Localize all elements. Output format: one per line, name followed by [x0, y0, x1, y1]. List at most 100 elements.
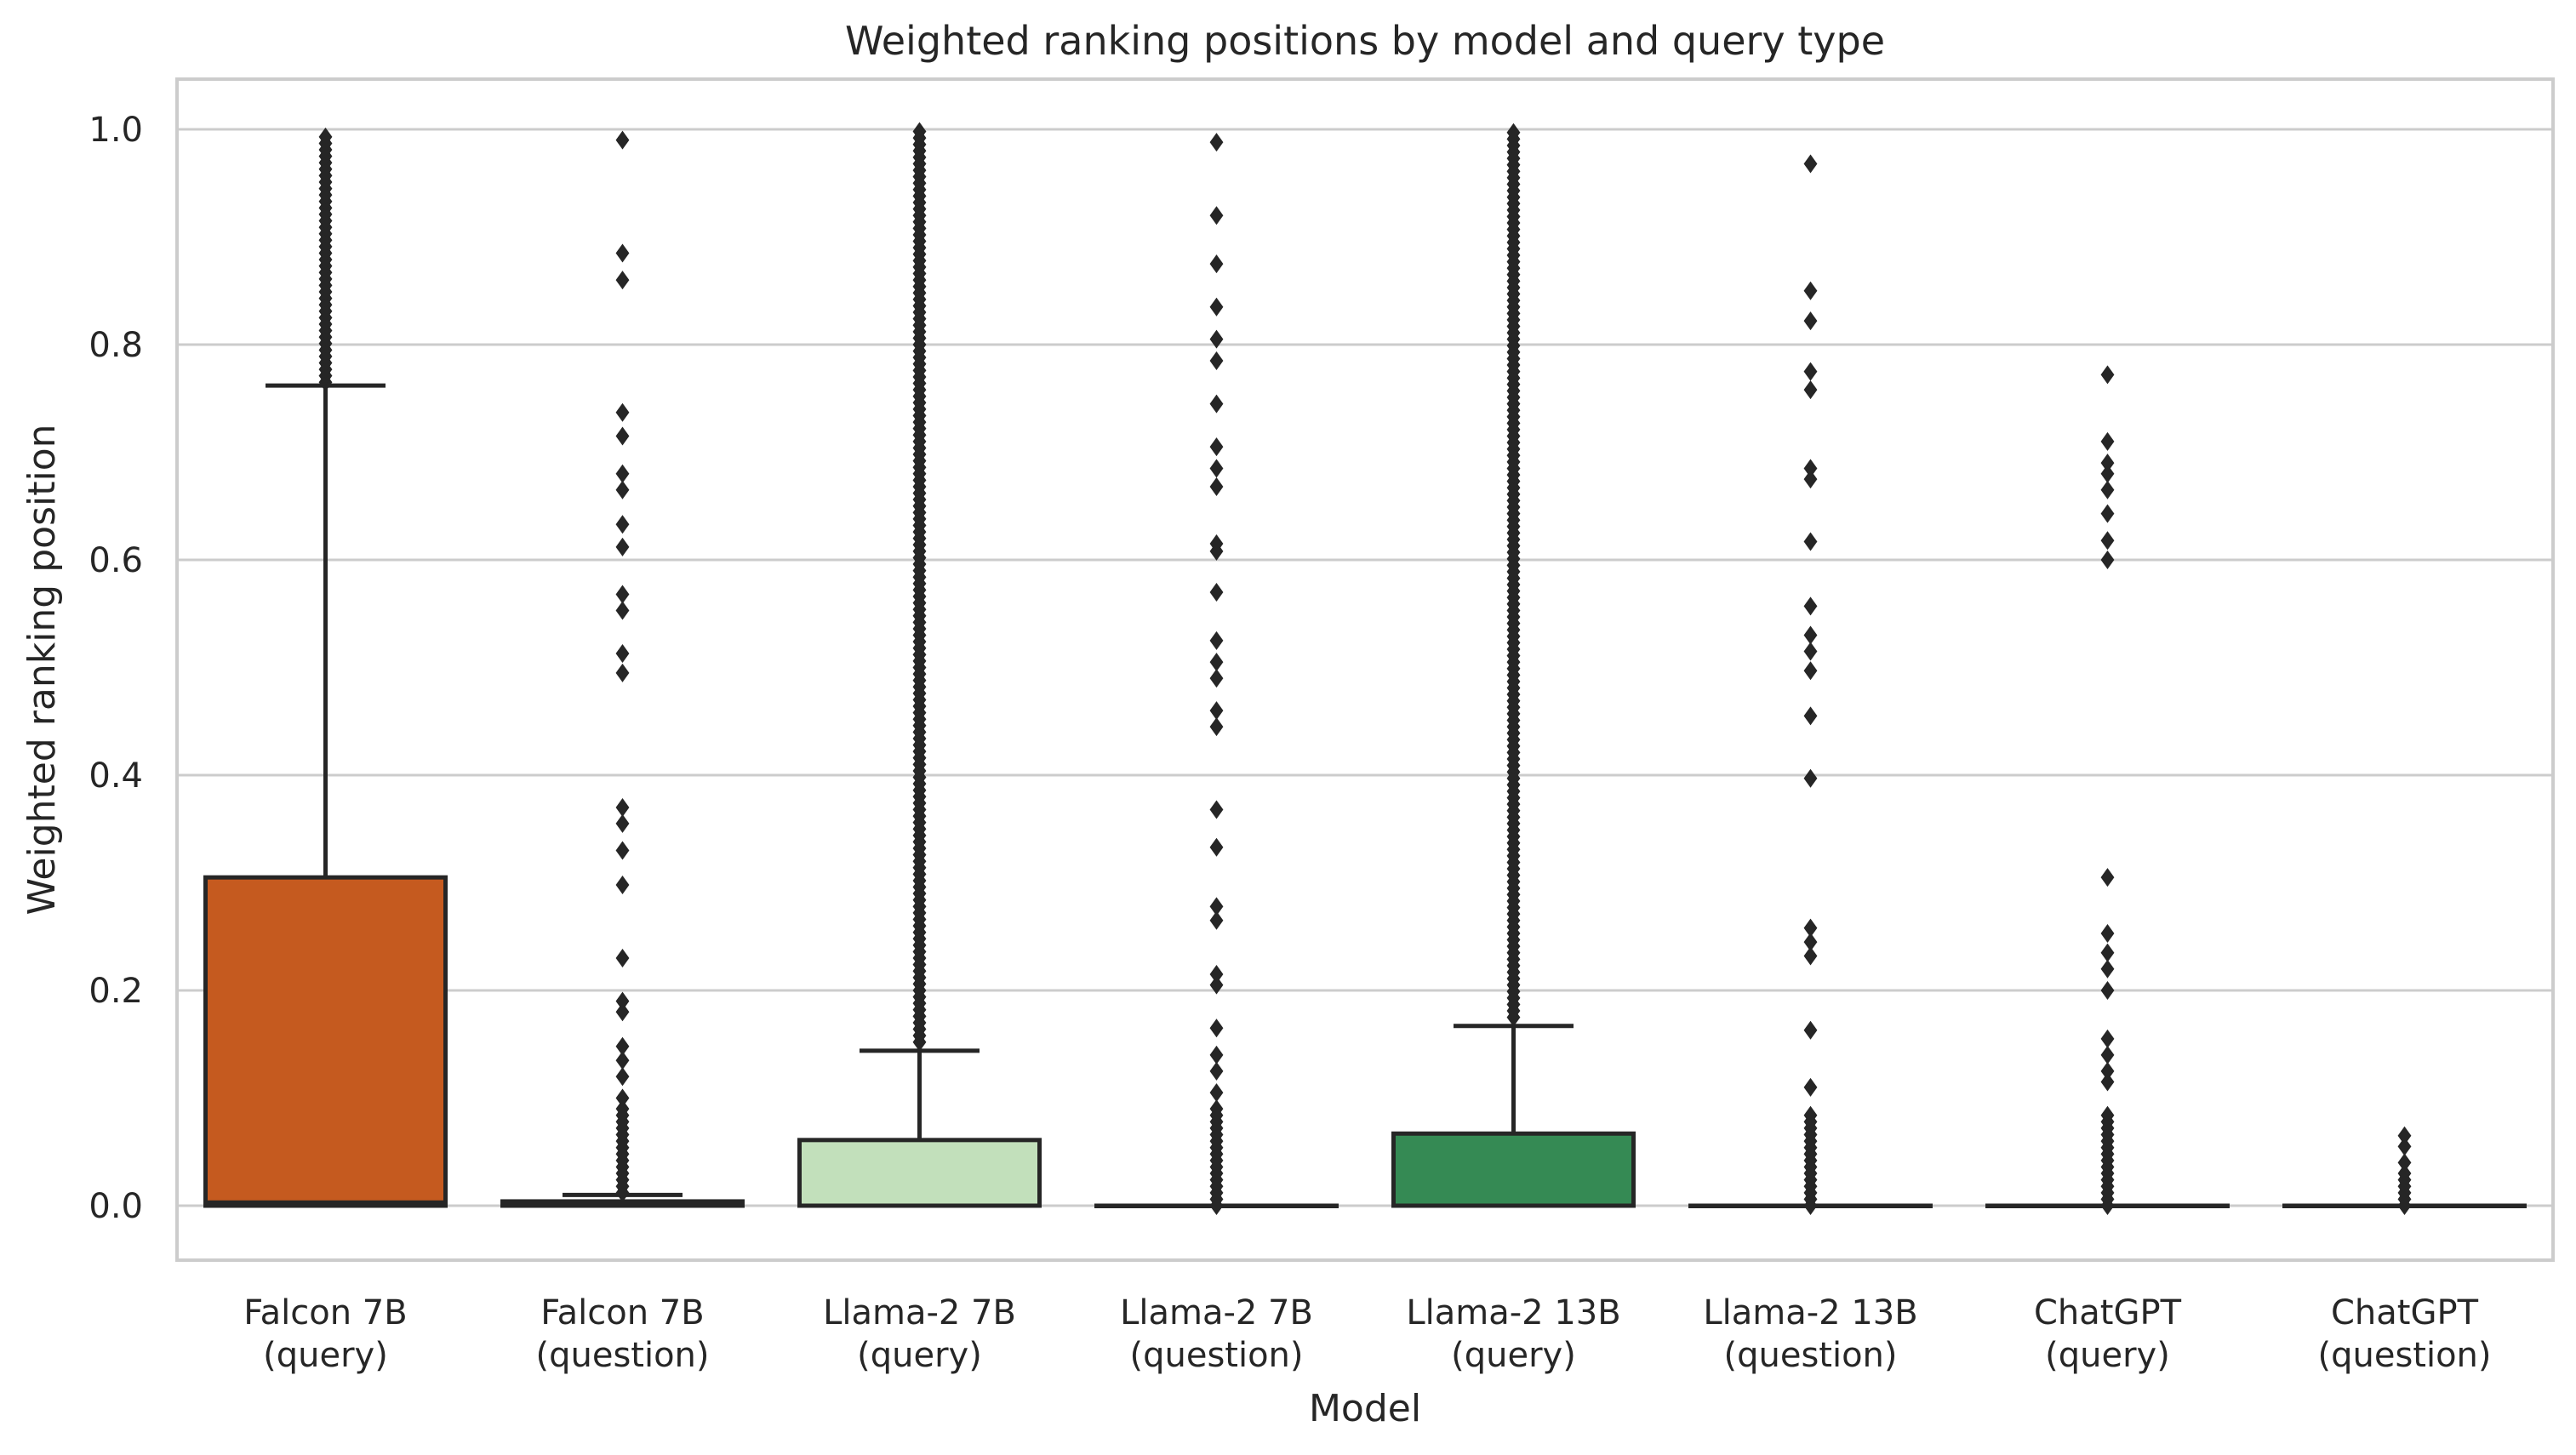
outlier-point	[1209, 717, 1224, 737]
y-axis-title: Weighted ranking position	[20, 424, 64, 915]
outlier-point	[1209, 541, 1224, 561]
box-group	[797, 122, 1042, 1208]
outlier-point	[2100, 868, 2115, 887]
y-tick-label: 0.0	[89, 1187, 143, 1226]
outlier-point	[912, 122, 927, 141]
iqr-box	[203, 875, 448, 1208]
outlier-point	[615, 1002, 630, 1022]
x-tick-sublabel: (query)	[857, 1336, 982, 1375]
outlier-point	[1803, 918, 1818, 938]
outlier-point	[1209, 1061, 1224, 1081]
outlier-point	[615, 515, 630, 534]
outlier-point	[1209, 206, 1224, 225]
outlier-point	[615, 585, 630, 604]
outlier-point	[615, 537, 630, 556]
y-tick-label: 0.6	[89, 541, 143, 580]
outlier-point	[1803, 459, 1818, 478]
outlier-point	[1803, 470, 1818, 489]
outlier-point	[1209, 254, 1224, 274]
outlier-point	[2100, 551, 2115, 569]
outlier-point	[615, 991, 630, 1011]
outlier-point	[1209, 1018, 1224, 1038]
outlier-point	[2100, 531, 2115, 551]
x-tick-sublabel: (question)	[2317, 1336, 2491, 1375]
outlier-point	[615, 841, 630, 860]
outlier-point	[1209, 476, 1224, 496]
box-group	[203, 127, 448, 1208]
outlier-point	[615, 876, 630, 895]
box-group	[1094, 133, 1339, 1215]
outlier-point	[1209, 1099, 1224, 1119]
y-tick-labels: 0.0 0.2 0.4 0.6 0.8 1.0	[89, 111, 143, 1226]
outlier-point	[2100, 365, 2115, 385]
outlier-point	[1803, 1077, 1818, 1097]
iqr-box	[797, 1138, 1042, 1208]
outlier-point	[615, 1088, 630, 1108]
outlier-point	[2100, 923, 2115, 943]
outlier-point	[2100, 959, 2115, 979]
x-tick-sublabel: (query)	[263, 1336, 388, 1375]
x-tick-label: ChatGPT	[2034, 1293, 2182, 1332]
outlier-point	[2100, 1029, 2115, 1048]
outlier-point	[615, 601, 630, 620]
x-tick-sublabel: (query)	[1451, 1336, 1576, 1375]
x-tick-sublabel: (query)	[2045, 1336, 2170, 1375]
outlier-point	[615, 426, 630, 446]
outlier-point	[2100, 1105, 2115, 1125]
outlier-point	[1803, 933, 1818, 952]
outlier-point	[615, 1067, 630, 1087]
outlier-point	[1209, 133, 1224, 152]
x-tick-sublabel: (question)	[535, 1336, 709, 1375]
outlier-point	[2100, 464, 2115, 483]
outlier-point	[1209, 437, 1224, 457]
outlier-point	[1209, 910, 1224, 930]
outlier-point	[1209, 897, 1224, 916]
outlier-point	[1803, 311, 1818, 331]
outlier-point	[2100, 431, 2115, 451]
x-tick-label: Llama-2 13B	[1703, 1293, 1917, 1332]
outlier-point	[615, 1036, 630, 1056]
outlier-point	[2397, 1126, 2412, 1145]
box-group	[1391, 123, 1636, 1208]
outlier-point	[1803, 946, 1818, 966]
outlier-point	[1803, 706, 1818, 726]
outlier-point	[2397, 1153, 2412, 1173]
box-group	[2282, 1126, 2527, 1215]
x-tick-sublabel: (question)	[1723, 1336, 1897, 1375]
outlier-point	[2397, 1164, 2412, 1184]
outlier-point	[615, 949, 630, 968]
outlier-point	[615, 243, 630, 263]
outlier-point	[615, 644, 630, 664]
x-tick-label: Llama-2 7B	[823, 1293, 1016, 1332]
y-tick-label: 1.0	[89, 111, 143, 150]
grid-lines	[177, 128, 2553, 1207]
plot-frame	[175, 77, 2555, 1262]
outlier-point	[615, 271, 630, 290]
outlier-point	[1209, 701, 1224, 721]
x-tick-labels: Falcon 7B (query) Falcon 7B (question) Llama…	[243, 1293, 2491, 1375]
outlier-point	[1803, 661, 1818, 681]
outlier-point	[1209, 1045, 1224, 1064]
outlier-point	[1803, 1020, 1818, 1040]
outlier-point	[2100, 1072, 2115, 1092]
outlier-point	[1209, 582, 1224, 602]
outlier-point	[615, 402, 630, 422]
outlier-point	[615, 464, 630, 483]
outlier-point	[615, 1099, 630, 1119]
outlier-point	[1209, 837, 1224, 857]
outlier-point	[615, 1051, 630, 1070]
outlier-point	[2100, 1045, 2115, 1064]
y-tick-label: 0.8	[89, 326, 143, 365]
outlier-point	[318, 127, 333, 146]
outlier-point	[1209, 459, 1224, 478]
outlier-point	[615, 813, 630, 833]
outlier-point	[2100, 943, 2115, 962]
outlier-point	[615, 130, 630, 150]
outlier-point	[1209, 669, 1224, 688]
y-tick-label: 0.2	[89, 972, 143, 1011]
outlier-point	[1803, 154, 1818, 174]
outlier-point	[1803, 362, 1818, 381]
outlier-point	[1803, 642, 1818, 661]
x-tick-label: ChatGPT	[2331, 1293, 2479, 1332]
